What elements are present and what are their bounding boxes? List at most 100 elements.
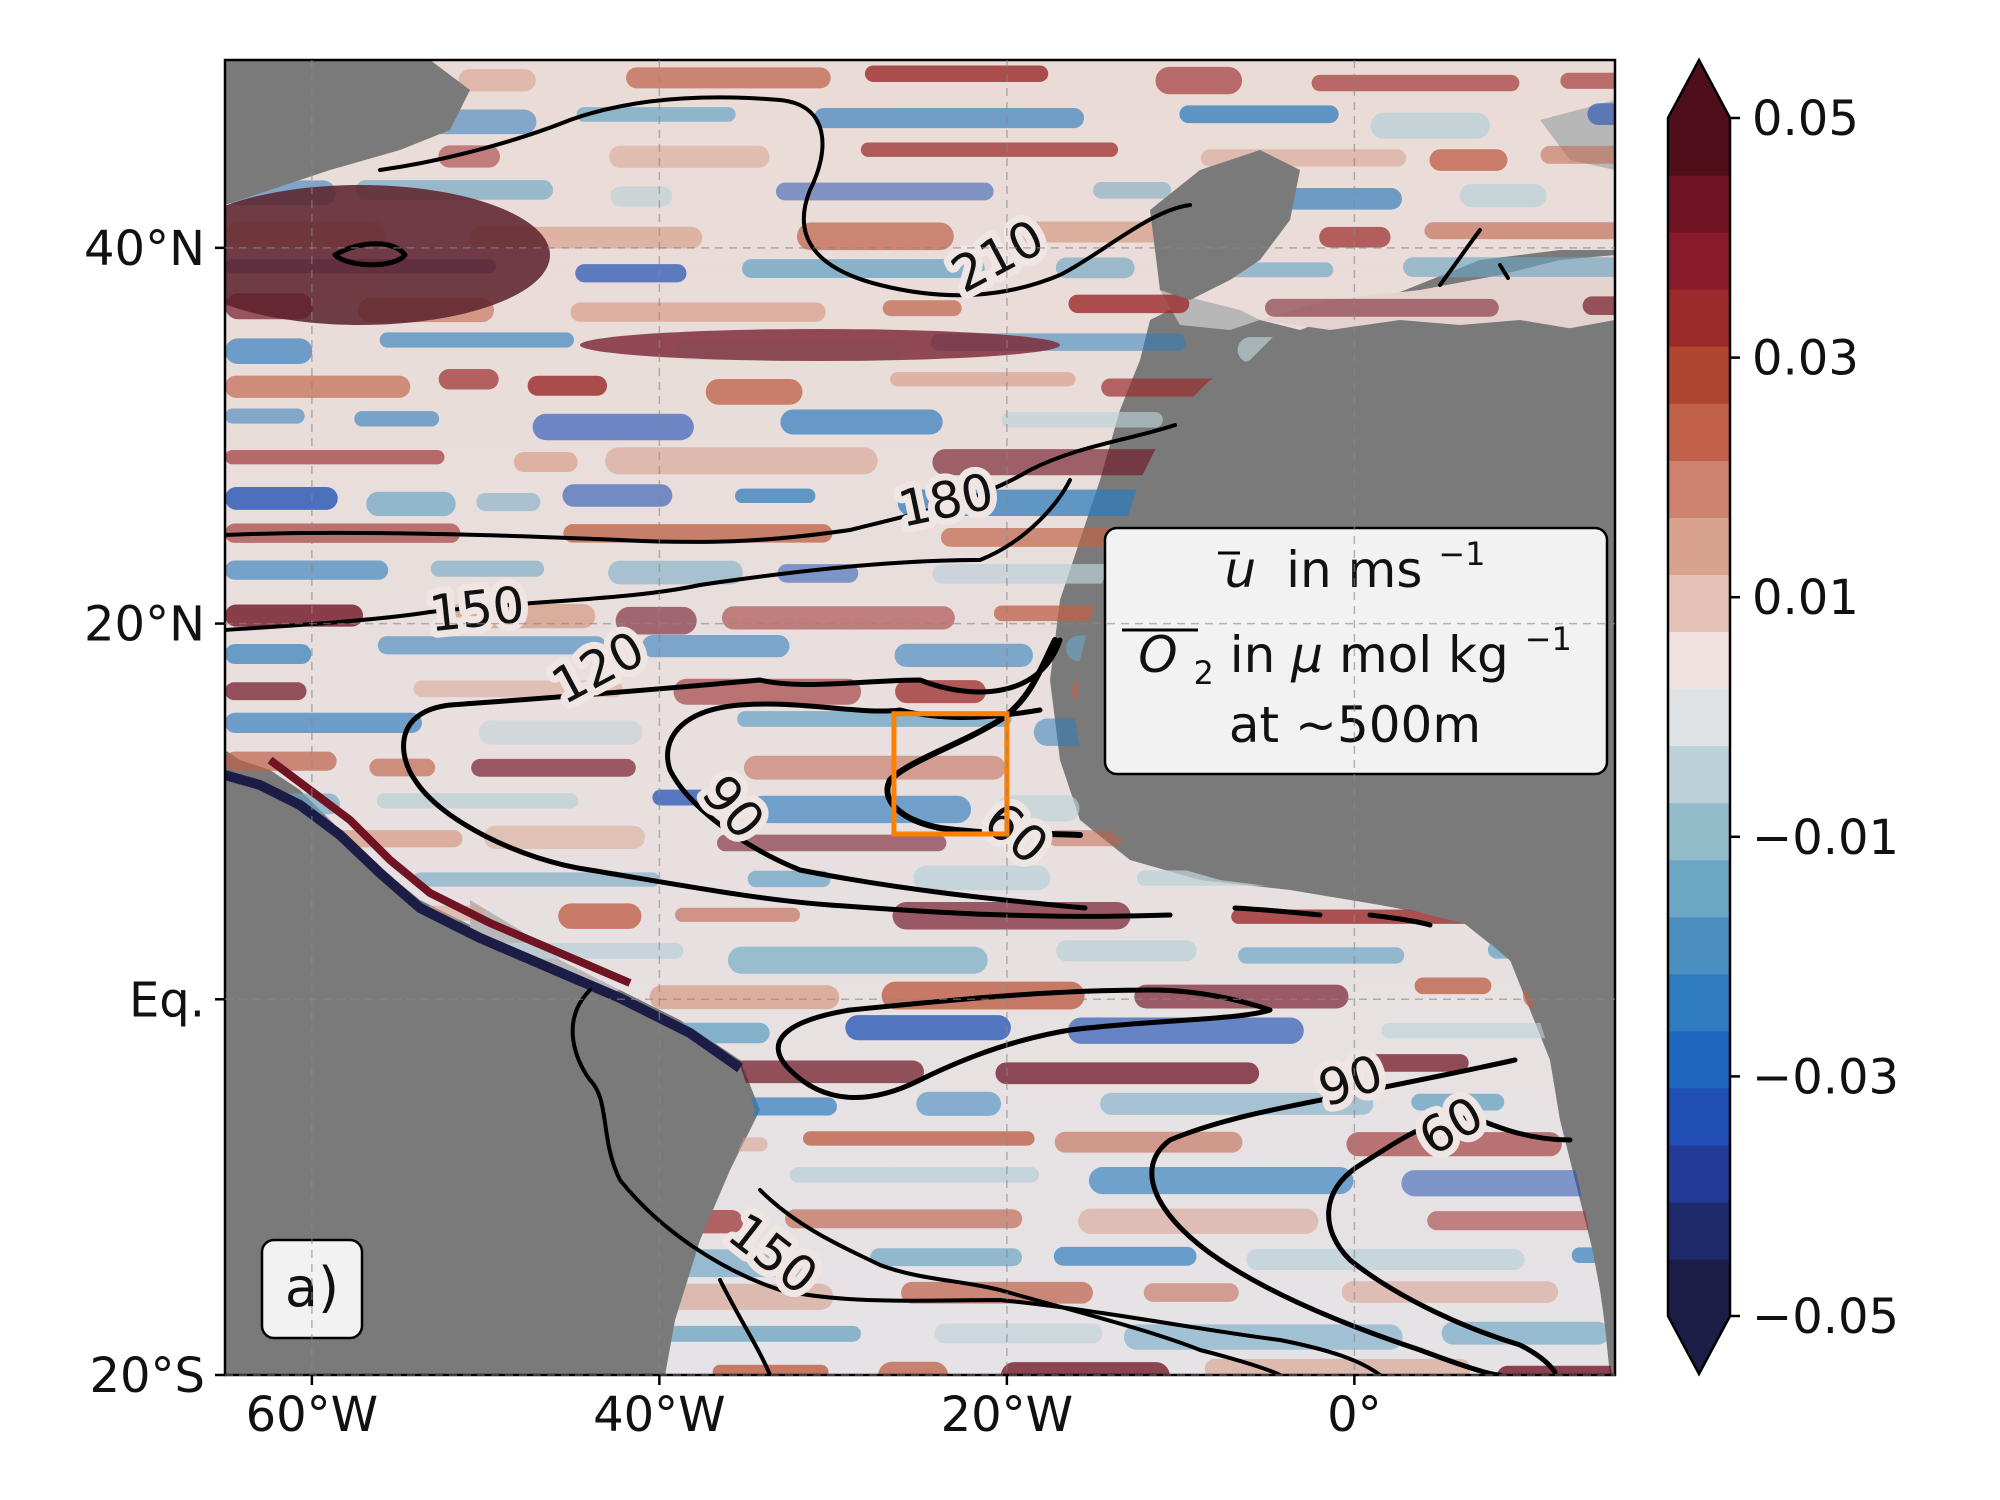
anomaly-patch bbox=[997, 795, 1080, 822]
anomaly-patch bbox=[1540, 145, 1615, 164]
anomaly-patch bbox=[775, 182, 994, 201]
anomaly-patch bbox=[438, 145, 500, 168]
anomaly-patch bbox=[934, 1323, 1103, 1344]
anomaly-patch bbox=[558, 903, 642, 929]
panel-label-box: a) bbox=[260, 1238, 364, 1340]
anomaly-patch bbox=[1582, 296, 1615, 316]
anomaly-patch bbox=[447, 604, 596, 629]
colorbar-segment bbox=[1668, 232, 1730, 290]
anomaly-patch bbox=[1414, 977, 1492, 995]
colorbar-tick-label: −0.01 bbox=[1752, 810, 1899, 866]
south-america-land bbox=[225, 770, 755, 1375]
anomaly-patch bbox=[717, 834, 947, 852]
anomaly-patch bbox=[626, 67, 831, 89]
colorbar-segment bbox=[1668, 517, 1730, 575]
anomaly-patch bbox=[1264, 298, 1499, 317]
anomaly-patch bbox=[413, 680, 623, 698]
anomaly-patch bbox=[1155, 66, 1243, 95]
anomaly-patch bbox=[458, 69, 536, 92]
south-america-coast-red bbox=[267, 756, 632, 987]
anomaly-patch bbox=[478, 720, 643, 745]
anomaly-patch bbox=[897, 489, 1167, 517]
contour-120-south bbox=[570, 988, 1382, 1375]
anomaly-patch bbox=[430, 560, 545, 577]
anomaly-patch bbox=[894, 643, 1033, 667]
units-legend-box: u in ms −1 O 2 in μ mol kg −1 at ~500m bbox=[1103, 526, 1609, 776]
iberia-land bbox=[1150, 150, 1300, 300]
highlight-region-box bbox=[891, 711, 1010, 837]
anomaly-patch bbox=[1000, 1362, 1170, 1375]
anomaly-patch bbox=[225, 338, 313, 364]
anomaly-patch bbox=[366, 491, 456, 517]
anomaly-patch bbox=[780, 409, 943, 435]
anomaly-patch bbox=[870, 1248, 1023, 1267]
anomaly-patch bbox=[1179, 105, 1339, 124]
anomaly-patch bbox=[995, 1062, 1260, 1085]
anomaly-patch bbox=[727, 946, 988, 974]
anomaly-patch bbox=[1459, 183, 1547, 208]
anomaly-patch bbox=[803, 1131, 1035, 1146]
anomaly-band bbox=[580, 329, 1060, 361]
anomaly-patch bbox=[1238, 947, 1405, 964]
contour-210 bbox=[378, 95, 1192, 298]
anomaly-patch bbox=[1401, 1170, 1606, 1197]
anomaly-patch bbox=[354, 411, 440, 427]
anomaly-patch bbox=[412, 872, 660, 887]
colorbar-segment bbox=[1668, 1258, 1730, 1317]
colorbar-segment bbox=[1668, 403, 1730, 461]
anomaly-patch bbox=[1367, 1054, 1469, 1072]
colorbar-tick-label: −0.05 bbox=[1752, 1289, 1899, 1345]
legend-line2: O 2 in μ mol kg −1 bbox=[1138, 620, 1572, 696]
anomaly-patch bbox=[652, 789, 719, 806]
anomaly-patch bbox=[1001, 411, 1163, 428]
anomaly-patch bbox=[1370, 112, 1490, 139]
anomaly-patch bbox=[1143, 1283, 1239, 1302]
anomaly-patch bbox=[576, 107, 736, 122]
colorbar-segment bbox=[1668, 1201, 1730, 1260]
anomaly-patch bbox=[789, 1167, 1039, 1183]
colorbar-tick-label: 0.05 bbox=[1752, 91, 1859, 147]
contour-120 bbox=[401, 637, 1173, 919]
contour-60-south bbox=[1326, 1115, 1573, 1375]
anomaly-patch bbox=[225, 560, 389, 580]
anomaly-patch bbox=[641, 635, 790, 658]
anomaly-patch bbox=[605, 447, 878, 475]
anomaly-patch bbox=[376, 793, 579, 809]
anomaly-patch bbox=[609, 145, 770, 168]
anomaly-patch bbox=[895, 680, 986, 704]
anomaly-patch bbox=[1341, 1281, 1559, 1303]
anomaly-patch bbox=[225, 682, 307, 701]
anomaly-patch bbox=[225, 486, 338, 510]
colorbar-segment bbox=[1668, 1087, 1730, 1146]
anomaly-patch bbox=[932, 449, 1192, 476]
anomaly-patch bbox=[483, 825, 646, 849]
colorbar-tick-label: 0.03 bbox=[1752, 331, 1859, 387]
y-tick-label: Eq. bbox=[129, 972, 205, 1028]
contour-90-south-loop bbox=[775, 987, 1273, 1100]
anomaly-patch bbox=[225, 408, 305, 424]
contour-90-south bbox=[1149, 1057, 1518, 1375]
anomaly-patch bbox=[1246, 1248, 1525, 1271]
colorbar-tick-label: −0.03 bbox=[1752, 1049, 1899, 1105]
anomaly-patch bbox=[608, 560, 743, 585]
colorbar-segment bbox=[1668, 460, 1730, 518]
colorbar-segment bbox=[1668, 859, 1730, 918]
contour-label: 150 bbox=[426, 576, 527, 644]
anomaly-patch bbox=[796, 222, 954, 251]
anomaly-patch bbox=[476, 492, 541, 512]
anomaly-patch bbox=[1424, 222, 1615, 240]
anomaly-patch bbox=[438, 369, 499, 390]
contour-150-south bbox=[758, 1188, 1282, 1375]
x-tick-label: 0° bbox=[1327, 1387, 1382, 1443]
y-tick-label: 40°N bbox=[84, 221, 205, 277]
north-america-land bbox=[225, 60, 470, 205]
anomaly-patch bbox=[705, 378, 803, 405]
anomaly-patch bbox=[1496, 1365, 1615, 1375]
anomaly-patch bbox=[747, 870, 831, 888]
colorbar-segment bbox=[1668, 745, 1730, 804]
anomaly-patch bbox=[712, 1364, 829, 1375]
anomaly-patch bbox=[562, 484, 673, 507]
anomaly-patch bbox=[225, 375, 411, 398]
